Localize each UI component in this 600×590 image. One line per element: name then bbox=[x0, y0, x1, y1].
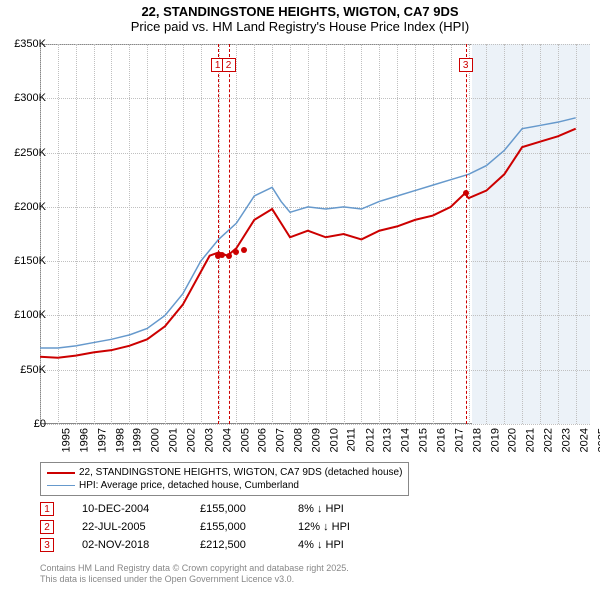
x-tick-label: 2019 bbox=[489, 428, 501, 452]
marker-number: 2 bbox=[222, 58, 236, 72]
x-tick-label: 1999 bbox=[132, 428, 144, 452]
x-tick-label: 2004 bbox=[221, 428, 233, 452]
legend-label: HPI: Average price, detached house, Cumb… bbox=[79, 480, 299, 491]
x-tick-label: 2005 bbox=[239, 428, 251, 452]
x-tick-label: 2003 bbox=[203, 428, 215, 452]
x-tick-label: 2002 bbox=[185, 428, 197, 452]
x-tick-label: 1996 bbox=[78, 428, 90, 452]
transaction-row: 1 10-DEC-2004 £155,000 8% ↓ HPI bbox=[40, 500, 350, 518]
row-price: £155,000 bbox=[200, 521, 270, 533]
x-tick-label: 2025 bbox=[596, 428, 600, 452]
y-tick-label: £250K bbox=[14, 147, 46, 159]
y-tick-label: £350K bbox=[14, 38, 46, 50]
x-tick-label: 1997 bbox=[96, 428, 108, 452]
x-tick-label: 1998 bbox=[114, 428, 126, 452]
legend-swatch bbox=[47, 485, 75, 487]
legend-item: HPI: Average price, detached house, Cumb… bbox=[47, 479, 402, 492]
transaction-row: 3 02-NOV-2018 £212,500 4% ↓ HPI bbox=[40, 536, 350, 554]
row-number: 3 bbox=[40, 538, 54, 552]
x-tick-label: 2000 bbox=[150, 428, 162, 452]
legend: 22, STANDINGSTONE HEIGHTS, WIGTON, CA7 9… bbox=[40, 462, 409, 496]
x-tick-label: 2018 bbox=[471, 428, 483, 452]
x-tick-label: 2021 bbox=[525, 428, 537, 452]
y-tick-label: £300K bbox=[14, 92, 46, 104]
line-series bbox=[40, 44, 590, 424]
y-tick-label: £150K bbox=[14, 255, 46, 267]
x-tick-label: 2023 bbox=[560, 428, 572, 452]
title-line-1: 22, STANDINGSTONE HEIGHTS, WIGTON, CA7 9… bbox=[0, 4, 600, 19]
x-tick-label: 2024 bbox=[578, 428, 590, 452]
y-tick-label: £200K bbox=[14, 201, 46, 213]
x-tick-label: 2015 bbox=[418, 428, 430, 452]
y-tick-label: £0 bbox=[34, 418, 46, 430]
x-tick-label: 2011 bbox=[345, 428, 357, 452]
x-tick-label: 2017 bbox=[453, 428, 465, 452]
row-diff: 12% ↓ HPI bbox=[298, 521, 350, 533]
footer-attribution: Contains HM Land Registry data © Crown c… bbox=[40, 563, 349, 586]
legend-swatch bbox=[47, 472, 75, 474]
row-diff: 8% ↓ HPI bbox=[298, 503, 344, 515]
x-tick-label: 2008 bbox=[293, 428, 305, 452]
x-tick-label: 2012 bbox=[364, 428, 376, 452]
x-tick-label: 2022 bbox=[543, 428, 555, 452]
x-tick-label: 2009 bbox=[310, 428, 322, 452]
row-number: 1 bbox=[40, 502, 54, 516]
y-tick-label: £50K bbox=[20, 364, 46, 376]
x-tick-label: 2007 bbox=[275, 428, 287, 452]
row-price: £155,000 bbox=[200, 503, 270, 515]
row-date: 22-JUL-2005 bbox=[82, 521, 172, 533]
row-price: £212,500 bbox=[200, 539, 270, 551]
marker-number: 3 bbox=[459, 58, 473, 72]
x-tick-label: 2014 bbox=[400, 428, 412, 452]
legend-label: 22, STANDINGSTONE HEIGHTS, WIGTON, CA7 9… bbox=[79, 467, 402, 478]
x-tick-label: 2020 bbox=[507, 428, 519, 452]
chart-container: 22, STANDINGSTONE HEIGHTS, WIGTON, CA7 9… bbox=[0, 0, 600, 590]
chart-plot: 123 bbox=[40, 44, 590, 424]
row-number: 2 bbox=[40, 520, 54, 534]
title-area: 22, STANDINGSTONE HEIGHTS, WIGTON, CA7 9… bbox=[0, 0, 600, 36]
footer-line-1: Contains HM Land Registry data © Crown c… bbox=[40, 563, 349, 575]
x-tick-label: 2010 bbox=[328, 428, 340, 452]
x-tick-label: 2001 bbox=[168, 428, 180, 452]
footer-line-2: This data is licensed under the Open Gov… bbox=[40, 574, 349, 586]
transaction-table: 1 10-DEC-2004 £155,000 8% ↓ HPI2 22-JUL-… bbox=[40, 500, 350, 554]
title-line-2: Price paid vs. HM Land Registry's House … bbox=[0, 19, 600, 34]
x-tick-label: 2006 bbox=[257, 428, 269, 452]
transaction-row: 2 22-JUL-2005 £155,000 12% ↓ HPI bbox=[40, 518, 350, 536]
row-date: 10-DEC-2004 bbox=[82, 503, 172, 515]
x-tick-label: 2013 bbox=[382, 428, 394, 452]
legend-item: 22, STANDINGSTONE HEIGHTS, WIGTON, CA7 9… bbox=[47, 466, 402, 479]
x-tick-label: 2016 bbox=[435, 428, 447, 452]
y-tick-label: £100K bbox=[14, 309, 46, 321]
x-tick-label: 1995 bbox=[60, 428, 72, 452]
row-date: 02-NOV-2018 bbox=[82, 539, 172, 551]
row-diff: 4% ↓ HPI bbox=[298, 539, 344, 551]
